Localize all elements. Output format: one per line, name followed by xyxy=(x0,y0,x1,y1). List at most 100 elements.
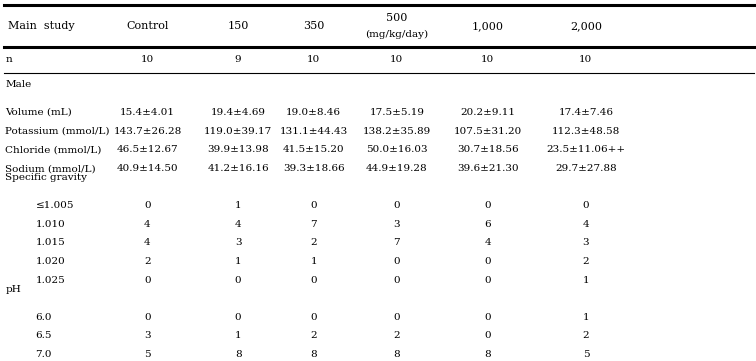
Text: 1: 1 xyxy=(235,331,241,340)
Text: 0: 0 xyxy=(235,276,241,285)
Text: 10: 10 xyxy=(579,56,593,64)
Text: 1: 1 xyxy=(583,313,589,322)
Text: Control: Control xyxy=(126,21,169,31)
Text: 10: 10 xyxy=(307,56,321,64)
Text: 4: 4 xyxy=(583,220,589,229)
Text: 39.3±18.66: 39.3±18.66 xyxy=(283,164,345,173)
Text: 0: 0 xyxy=(235,313,241,322)
Text: 46.5±12.67: 46.5±12.67 xyxy=(116,145,178,155)
Text: 131.1±44.43: 131.1±44.43 xyxy=(280,127,348,136)
Text: 0: 0 xyxy=(394,201,400,210)
Text: 41.2±16.16: 41.2±16.16 xyxy=(207,164,269,173)
Text: 0: 0 xyxy=(485,201,491,210)
Text: Sodium (mmol/L): Sodium (mmol/L) xyxy=(5,164,96,173)
Text: 119.0±39.17: 119.0±39.17 xyxy=(204,127,272,136)
Text: 4: 4 xyxy=(485,239,491,247)
Text: 0: 0 xyxy=(583,201,589,210)
Text: 1.015: 1.015 xyxy=(36,239,65,247)
Text: 4: 4 xyxy=(144,220,150,229)
Text: 39.6±21.30: 39.6±21.30 xyxy=(457,164,519,173)
Text: 8: 8 xyxy=(485,350,491,359)
Text: 10: 10 xyxy=(481,56,494,64)
Text: 107.5±31.20: 107.5±31.20 xyxy=(454,127,522,136)
Text: 2: 2 xyxy=(583,257,589,266)
Text: 40.9±14.50: 40.9±14.50 xyxy=(116,164,178,173)
Text: 1.025: 1.025 xyxy=(36,276,65,285)
Text: 17.4±7.46: 17.4±7.46 xyxy=(559,108,613,117)
Text: Potassium (mmol/L): Potassium (mmol/L) xyxy=(5,127,110,136)
Text: 138.2±35.89: 138.2±35.89 xyxy=(363,127,431,136)
Text: 0: 0 xyxy=(485,276,491,285)
Text: (mg/kg/day): (mg/kg/day) xyxy=(365,30,429,39)
Text: 1: 1 xyxy=(235,257,241,266)
Text: 3: 3 xyxy=(394,220,400,229)
Text: Main  study: Main study xyxy=(8,21,74,31)
Text: n: n xyxy=(5,56,12,64)
Text: 6.5: 6.5 xyxy=(36,331,52,340)
Text: 7: 7 xyxy=(311,220,317,229)
Text: 9: 9 xyxy=(235,56,241,64)
Text: 0: 0 xyxy=(394,313,400,322)
Text: 2: 2 xyxy=(583,331,589,340)
Text: 23.5±11.06++: 23.5±11.06++ xyxy=(547,145,625,155)
Text: 20.2±9.11: 20.2±9.11 xyxy=(460,108,515,117)
Text: 0: 0 xyxy=(144,276,150,285)
Text: 1: 1 xyxy=(311,257,317,266)
Text: 0: 0 xyxy=(485,331,491,340)
Text: 5: 5 xyxy=(583,350,589,359)
Text: 1: 1 xyxy=(583,276,589,285)
Text: 6.0: 6.0 xyxy=(36,313,52,322)
Text: 0: 0 xyxy=(144,201,150,210)
Text: 8: 8 xyxy=(235,350,241,359)
Text: 6: 6 xyxy=(485,220,491,229)
Text: 2: 2 xyxy=(311,239,317,247)
Text: 2: 2 xyxy=(144,257,150,266)
Text: 3: 3 xyxy=(144,331,150,340)
Text: 10: 10 xyxy=(141,56,154,64)
Text: 500: 500 xyxy=(386,13,407,23)
Text: 0: 0 xyxy=(311,313,317,322)
Text: 1: 1 xyxy=(235,201,241,210)
Text: 112.3±48.58: 112.3±48.58 xyxy=(552,127,620,136)
Text: 2,000: 2,000 xyxy=(570,21,602,31)
Text: 19.4±4.69: 19.4±4.69 xyxy=(211,108,265,117)
Text: 41.5±15.20: 41.5±15.20 xyxy=(283,145,345,155)
Text: Chloride (mmol/L): Chloride (mmol/L) xyxy=(5,145,101,155)
Text: 8: 8 xyxy=(394,350,400,359)
Text: 39.9±13.98: 39.9±13.98 xyxy=(207,145,269,155)
Text: Specific gravity: Specific gravity xyxy=(5,173,87,182)
Text: 0: 0 xyxy=(311,201,317,210)
Text: Male: Male xyxy=(5,80,32,89)
Text: 143.7±26.28: 143.7±26.28 xyxy=(113,127,181,136)
Text: 1,000: 1,000 xyxy=(472,21,503,31)
Text: 1.010: 1.010 xyxy=(36,220,65,229)
Text: 17.5±5.19: 17.5±5.19 xyxy=(370,108,424,117)
Text: 4: 4 xyxy=(144,239,150,247)
Text: 15.4±4.01: 15.4±4.01 xyxy=(120,108,175,117)
Text: 4: 4 xyxy=(235,220,241,229)
Text: 10: 10 xyxy=(390,56,404,64)
Text: 7: 7 xyxy=(394,239,400,247)
Text: 19.0±8.46: 19.0±8.46 xyxy=(287,108,341,117)
Text: 8: 8 xyxy=(311,350,317,359)
Text: 350: 350 xyxy=(303,21,324,31)
Text: 30.7±18.56: 30.7±18.56 xyxy=(457,145,519,155)
Text: 0: 0 xyxy=(394,257,400,266)
Text: 29.7±27.88: 29.7±27.88 xyxy=(555,164,617,173)
Text: Volume (mL): Volume (mL) xyxy=(5,108,72,117)
Text: 3: 3 xyxy=(583,239,589,247)
Text: ≤1.005: ≤1.005 xyxy=(36,201,74,210)
Text: 50.0±16.03: 50.0±16.03 xyxy=(366,145,428,155)
Text: 0: 0 xyxy=(144,313,150,322)
Text: pH: pH xyxy=(5,285,21,294)
Text: 5: 5 xyxy=(144,350,150,359)
Text: 0: 0 xyxy=(394,276,400,285)
Text: 2: 2 xyxy=(311,331,317,340)
Text: 3: 3 xyxy=(235,239,241,247)
Text: 150: 150 xyxy=(228,21,249,31)
Text: 7.0: 7.0 xyxy=(36,350,52,359)
Text: 2: 2 xyxy=(394,331,400,340)
Text: 44.9±19.28: 44.9±19.28 xyxy=(366,164,428,173)
Text: 0: 0 xyxy=(311,276,317,285)
Text: 0: 0 xyxy=(485,257,491,266)
